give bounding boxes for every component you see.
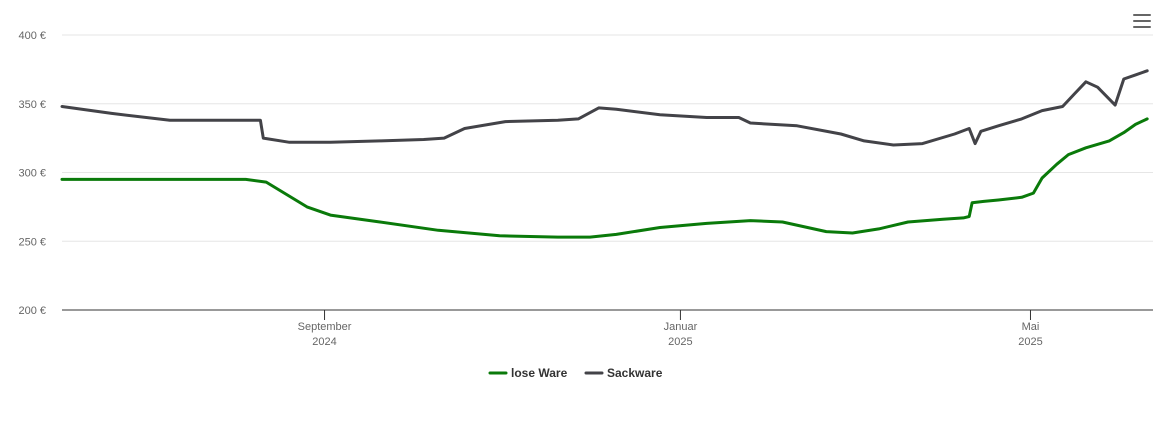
hamburger-menu-icon[interactable] — [1133, 14, 1151, 30]
series-lines — [60, 69, 1149, 239]
y-axis: 200 € 250 € 300 € 350 € 400 € — [18, 30, 46, 317]
x-tick-year: 2025 — [1018, 336, 1042, 348]
series-line-2[interactable] — [60, 69, 1149, 147]
x-axis: September 2024 Januar 2025 Mai 2025 — [62, 309, 1153, 348]
y-tick-label: 300 € — [18, 168, 46, 180]
x-tick-year: 2025 — [668, 336, 692, 348]
y-tick-label: 350 € — [18, 99, 46, 111]
y-tick-label: 250 € — [18, 236, 46, 248]
y-tick-label: 400 € — [18, 30, 46, 42]
x-tick-month: September — [298, 321, 352, 333]
x-tick-year: 2024 — [312, 336, 336, 348]
x-tick-month: Januar — [664, 321, 698, 333]
y-tick-label: 200 € — [18, 305, 46, 317]
gridlines — [62, 34, 1153, 242]
x-tick-month: Mai — [1022, 321, 1040, 333]
legend-item-1[interactable]: lose Ware — [488, 366, 568, 380]
legend[interactable]: lose Ware Sackware — [488, 366, 663, 380]
series-line-1[interactable] — [60, 117, 1149, 239]
legend-item-2[interactable]: Sackware — [584, 366, 663, 380]
legend-label: Sackware — [607, 366, 663, 380]
legend-label: lose Ware — [511, 366, 568, 380]
